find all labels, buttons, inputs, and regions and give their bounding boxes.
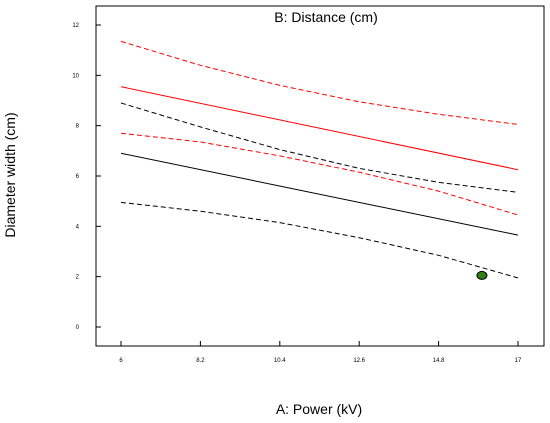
y-axis-label: Diameter width (cm) <box>2 112 18 237</box>
x-tick-label: 10.4 <box>274 358 286 364</box>
y-tick-label: 2 <box>76 275 80 281</box>
plot-border <box>95 5 545 347</box>
y-tick-label: 4 <box>76 224 80 230</box>
x-tick-label: 17 <box>515 358 522 364</box>
series-line-3 <box>120 132 519 216</box>
data-points <box>476 270 488 280</box>
design-point <box>476 270 488 280</box>
x-axis: 6 8.2 10.4 12.6 14.8 17 <box>119 341 522 364</box>
series-line-6 <box>120 201 519 279</box>
series-line-4 <box>120 152 519 236</box>
series-line-2 <box>120 40 519 125</box>
x-axis-label: A: Power (kV) <box>276 401 362 417</box>
y-tick-label: 8 <box>76 124 80 130</box>
series-line-1 <box>120 86 519 171</box>
x-tick-label: 12.6 <box>353 358 365 364</box>
chart-title: B: Distance (cm) <box>274 9 377 25</box>
plot-frame <box>95 5 545 347</box>
y-tick-label: 10 <box>72 73 79 79</box>
x-tick-label: 6 <box>119 358 123 364</box>
x-tick-label: 8.2 <box>196 358 205 364</box>
y-tick-label: 6 <box>76 174 80 180</box>
x-tick-label: 14.8 <box>433 358 445 364</box>
y-axis: 0 2 4 6 8 10 12 <box>72 23 101 331</box>
series-lines <box>120 40 519 279</box>
y-tick-label: 0 <box>76 325 80 331</box>
y-tick-label: 12 <box>72 23 79 29</box>
